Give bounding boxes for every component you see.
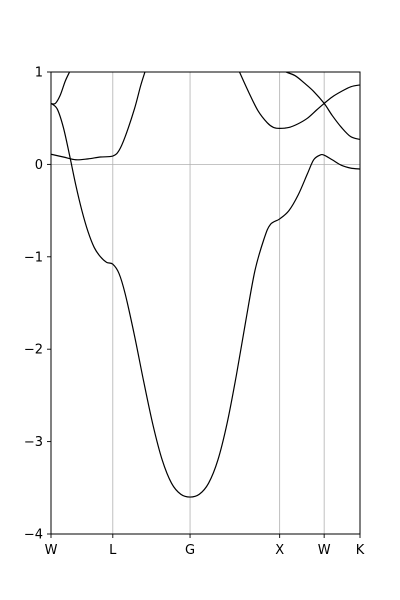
band-line-0 — [51, 72, 71, 105]
series-layer — [51, 72, 360, 498]
y-tick-label-2: −1 — [24, 250, 43, 265]
plot-frame — [50, 71, 361, 535]
tick-layer: 10−1−2−3−4W L G X W K — [24, 66, 365, 559]
x-tick-label-4: W — [318, 543, 331, 558]
y-tick-label-3: −2 — [24, 343, 43, 358]
x-tick-label-3: X — [275, 543, 284, 558]
x-tick-label-1: L — [109, 543, 117, 558]
band-line-2 — [51, 72, 146, 161]
x-tick-label-2: G — [185, 543, 195, 558]
x-tick-label-5: K — [356, 543, 365, 558]
band-line-3 — [238, 72, 360, 129]
y-tick-label-4: −3 — [24, 435, 43, 450]
y-tick-label-0: 1 — [35, 66, 43, 81]
band-line-1 — [51, 102, 360, 498]
axes-frame — [50, 71, 361, 535]
grid-layer — [50, 72, 361, 534]
x-tick-label-0: W — [45, 543, 58, 558]
y-tick-label-5: −4 — [24, 528, 43, 543]
y-tick-label-1: 0 — [35, 158, 43, 173]
band-line-4 — [285, 72, 360, 141]
